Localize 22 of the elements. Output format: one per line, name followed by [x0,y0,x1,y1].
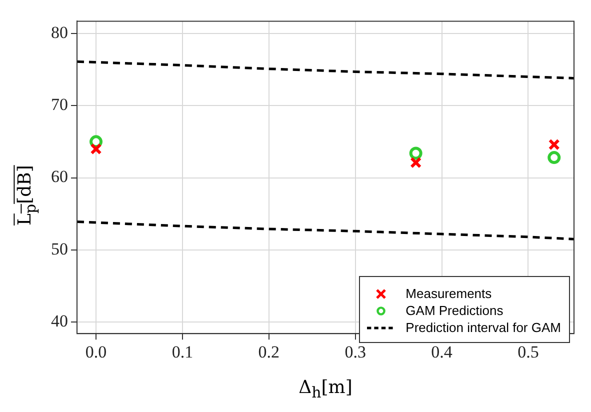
y-tick-label: 40 [51,312,68,331]
x-axis-title: Δ$_{h}$[m] [298,377,354,402]
point [548,138,560,150]
x-tick-label: 0.0 [85,342,107,362]
legend-label: Measurements [406,285,492,302]
y-tick-label: 50 [51,239,68,258]
x-tick-label: 0.3 [344,342,366,362]
x-tick-label: 0.1 [172,342,194,362]
line-series [77,60,574,80]
legend-label: GAM Predictions [406,302,504,319]
y-tick-label: 70 [51,95,68,114]
point [409,146,422,160]
point [410,156,422,168]
x-tick-label: 0.4 [431,342,453,362]
line-series [77,220,574,240]
y-tick-label: 80 [51,22,68,42]
y-tick-label: 60 [51,167,68,186]
legend-label: Prediction interval for GAM [406,319,561,336]
point [548,151,561,164]
point [90,143,102,155]
x-tick-label: 0.5 [518,342,539,362]
x-tick-label: 0.2 [258,342,280,362]
